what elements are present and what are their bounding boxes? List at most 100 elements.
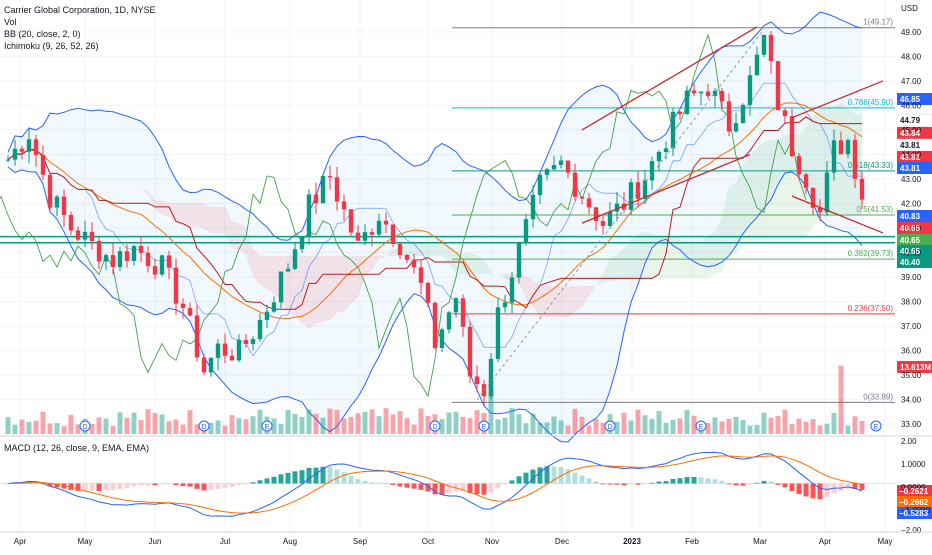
macd-histogram-bar: [138, 483, 144, 486]
macd-histogram-bar: [810, 483, 816, 499]
volume-bar: [642, 415, 648, 434]
volume-bar: [404, 418, 410, 434]
time-tick-label: Feb: [685, 537, 699, 546]
volume-bar: [460, 416, 466, 434]
candle-body: [859, 178, 865, 200]
cloud-segment: [211, 206, 218, 234]
price-tick-label: 37.00: [901, 322, 922, 331]
trend-line: [476, 29, 765, 400]
event-marker-label: D: [607, 424, 612, 431]
macd-histogram-bar: [173, 483, 179, 486]
cloud-segment: [323, 255, 330, 322]
fib-level-label: 0(33.89): [863, 392, 893, 401]
candle-body: [369, 232, 375, 235]
volume-bar: [173, 419, 179, 434]
macd-histogram-bar: [432, 483, 438, 495]
candle-body: [236, 339, 242, 361]
macd-histogram-bar: [565, 469, 571, 484]
candle-body: [201, 357, 207, 373]
candle-body: [383, 220, 389, 225]
trend-line: [581, 26, 758, 131]
candle-body: [61, 196, 67, 215]
cloud-segment: [183, 203, 190, 227]
macd-histogram-bar: [859, 483, 865, 490]
volume-bar: [40, 411, 46, 434]
macd-histogram-bar: [229, 483, 235, 488]
candle-body: [803, 174, 809, 188]
indicator-bb: BB (20, close, 2, 0): [4, 29, 81, 39]
candles: [5, 31, 865, 406]
macd-axis-label: −0.2662: [899, 498, 929, 507]
volume-bar: [194, 424, 200, 434]
volume-bar: [719, 421, 725, 434]
volume-bar: [621, 412, 627, 434]
price-axis-label: 46.85: [900, 95, 921, 104]
price-tick-label: 42.00: [901, 200, 922, 209]
macd-histogram-bar: [775, 483, 781, 485]
time-tick-label: Mar: [753, 537, 767, 546]
volume-bar: [600, 422, 606, 434]
macd-pane: [0, 451, 895, 517]
cloud-segment: [162, 200, 169, 218]
cloud-segment: [190, 203, 197, 227]
volume-bar: [544, 422, 550, 434]
macd-histogram-bar: [635, 483, 641, 485]
volume-bar: [47, 423, 53, 434]
candle-body: [439, 329, 445, 348]
indicator-vol: Vol: [4, 17, 17, 27]
macd-histogram-bar: [740, 483, 746, 486]
candle-body: [250, 339, 256, 344]
cloud-segment: [330, 255, 337, 321]
macd-histogram-bar: [82, 483, 88, 491]
volume-bar: [824, 423, 830, 434]
cloud-segment: [610, 254, 617, 281]
macd-histogram-bar: [677, 478, 683, 484]
volume-bar: [54, 423, 60, 434]
macd-histogram-bar: [243, 483, 249, 485]
cloud-segment: [785, 134, 792, 244]
candle-body: [355, 232, 361, 241]
macd-histogram-bar: [292, 471, 298, 484]
candle-body: [810, 187, 816, 208]
macd-histogram-bar: [159, 483, 165, 485]
macd-histogram-bar: [327, 467, 333, 484]
volume-bar: [418, 408, 424, 434]
candle-body: [740, 104, 746, 124]
event-marker: [478, 420, 490, 432]
candle-body: [523, 219, 529, 243]
cloud-segment: [358, 255, 365, 298]
candle-body: [600, 221, 606, 227]
macd-histogram-bar: [299, 470, 305, 484]
macd-histogram-bar: [103, 483, 109, 491]
macd-histogram-bar: [614, 483, 620, 485]
candle-body: [572, 172, 578, 197]
candle-body: [824, 172, 830, 213]
volume-bar: [530, 413, 536, 434]
macd-histogram-bar: [390, 483, 396, 485]
macd-histogram-bar: [180, 483, 186, 487]
price-axis-label-bg: [897, 361, 932, 373]
macd-histogram-bar: [768, 481, 774, 484]
volume-bar: [509, 408, 515, 434]
event-marker-label: E: [874, 424, 879, 431]
candle-body: [705, 91, 711, 96]
cloud-segment: [197, 203, 204, 229]
cloud-segment: [491, 273, 498, 275]
macd-histogram-bar: [649, 482, 655, 484]
volume-bar: [327, 408, 333, 434]
fib-level-label: 0.382(39.73): [848, 249, 894, 258]
macd-histogram-bar: [712, 479, 718, 484]
volume-bar: [131, 412, 137, 434]
macd-tick-label: −1.0000: [901, 506, 931, 515]
cloud-segment: [365, 255, 372, 276]
macd-histogram-bar: [166, 483, 172, 485]
candle-body: [166, 255, 172, 268]
price-tick-label: 39.00: [901, 273, 922, 282]
macd-histogram-bar: [201, 483, 207, 491]
macd-histogram-bar: [579, 475, 585, 484]
macd-signal-line: [7, 455, 863, 514]
candle-body: [768, 34, 774, 62]
volume-bar: [516, 414, 522, 434]
macd-histogram-bar: [817, 483, 823, 500]
